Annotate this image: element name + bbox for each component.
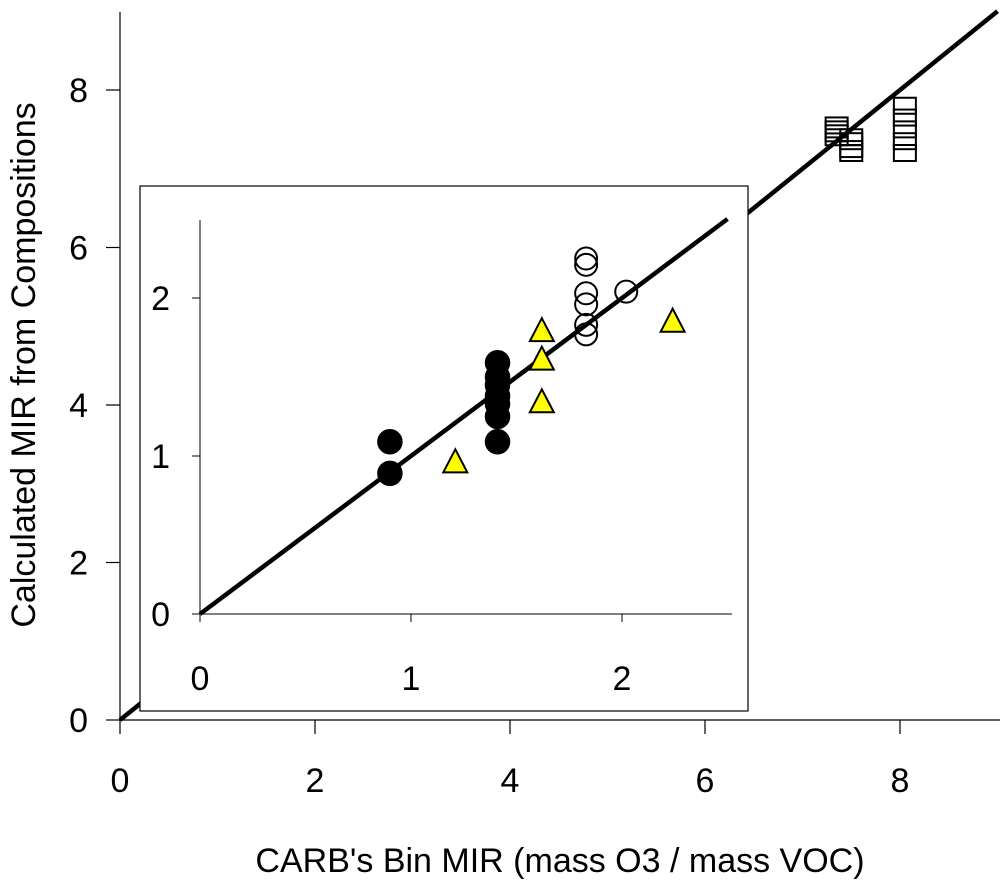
- triangle-point: [528, 316, 556, 343]
- filled-circle-point: [377, 460, 403, 487]
- open-circle-point: [574, 246, 599, 271]
- square-point: [824, 128, 849, 147]
- y-axis-label: Calculated MIR from Compositions: [5, 102, 43, 627]
- triangle-point: [528, 344, 556, 371]
- square-point: [892, 108, 917, 127]
- main-x-tick-label: 6: [696, 762, 715, 800]
- main-y-tick-label: 6: [69, 230, 88, 268]
- inset-plot: 0 1 2 0 1 2: [139, 185, 749, 712]
- main-y-tick-label: 2: [69, 545, 88, 583]
- square-point: [892, 144, 917, 162]
- open-circle-point: [574, 252, 599, 277]
- triangle-point: [441, 447, 469, 474]
- main-y-tick-label: 0: [69, 702, 88, 740]
- filled-circle-point: [484, 403, 511, 430]
- main-x-tick-label: 0: [111, 762, 130, 800]
- main-x-tick-label: 2: [306, 762, 325, 800]
- main-y-tick-label: 8: [69, 72, 88, 110]
- main-x-tick-label: 4: [501, 762, 520, 800]
- inset-fit-line: [198, 217, 729, 616]
- inset-frame: [139, 185, 749, 712]
- filled-circle-point: [484, 429, 511, 455]
- inset-tick-labels: 0 1 2 0 1 2: [151, 280, 631, 698]
- main-x-tick-label: 8: [891, 762, 910, 800]
- filled-circle-point: [377, 429, 403, 455]
- inset-x-tick-label: 2: [613, 660, 632, 698]
- inset-x-tick-label: 0: [191, 660, 210, 698]
- main-points: [824, 96, 917, 162]
- square-point: [892, 120, 917, 139]
- main-y-tick-label: 4: [69, 387, 88, 425]
- triangle-point: [528, 387, 556, 414]
- main-plot: 0 2 4 6 8 0 2 4 6 8 CARB's Bin MIR (mass O3 / mas…: [5, 12, 1000, 880]
- triangle-point: [658, 306, 687, 333]
- x-axis-label: CARB's Bin MIR (mass O3 / mass VOC): [255, 842, 864, 880]
- main-ticks: [106, 89, 901, 734]
- square-point: [839, 144, 864, 162]
- inset-y-tick-label: 0: [151, 596, 170, 634]
- open-circle-point: [614, 279, 639, 304]
- open-circle-point: [574, 281, 599, 306]
- inset-y-tick-label: 2: [151, 280, 170, 318]
- open-circle-point: [574, 322, 599, 347]
- square-point: [892, 132, 917, 151]
- inset-x-tick-label: 1: [402, 660, 421, 698]
- inset-y-tick-label: 1: [151, 438, 170, 476]
- square-point: [892, 96, 917, 115]
- inset-points: [377, 246, 687, 487]
- main-tick-labels: 0 2 4 6 8 0 2 4 6 8: [69, 72, 909, 800]
- inset-ticks: [192, 297, 623, 622]
- open-circle-point: [574, 312, 599, 337]
- open-circle-point: [574, 292, 599, 317]
